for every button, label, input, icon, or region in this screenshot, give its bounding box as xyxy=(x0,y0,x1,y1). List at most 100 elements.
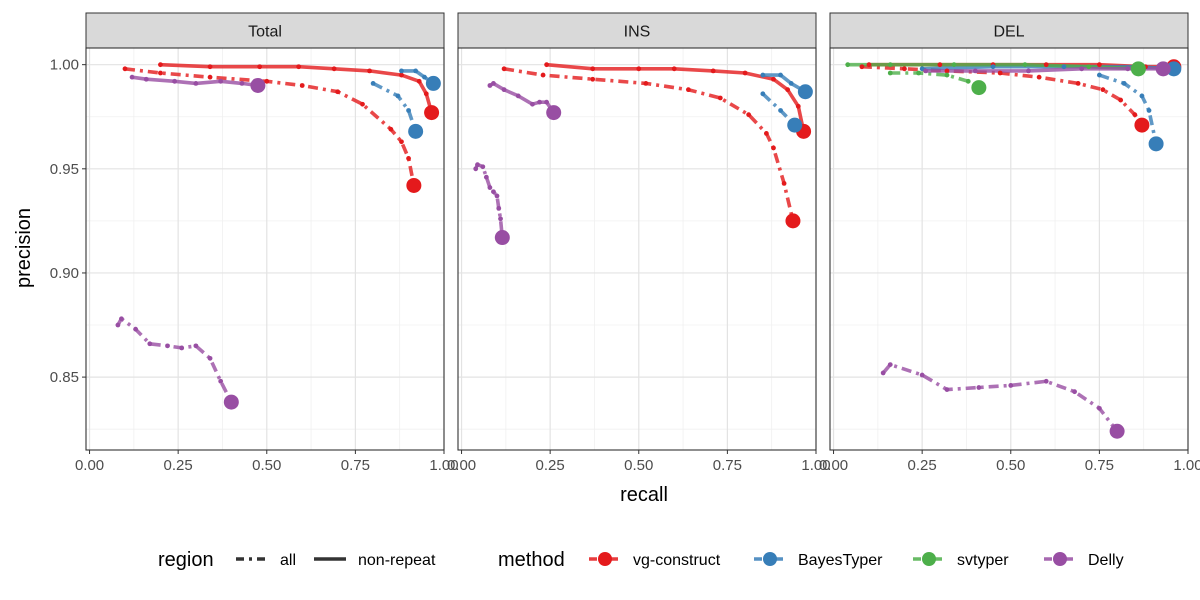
panel-total: Total 0.00 0.25 0.50 0.75 1.00 0.85 0.90 0.95 1.0… xyxy=(50,12,459,474)
series-point xyxy=(487,185,493,190)
series-point xyxy=(781,180,787,186)
series-line-vg-construct-non-repeat xyxy=(160,62,434,114)
series-point xyxy=(413,68,419,74)
panel-strip xyxy=(829,12,1189,49)
series-point xyxy=(771,145,776,151)
panel-title: INS xyxy=(624,24,651,41)
series-point xyxy=(1043,62,1049,68)
legend-label-method: svtyper xyxy=(957,552,1009,569)
y-tick-label: 1.00 xyxy=(50,57,79,74)
series-point xyxy=(370,81,376,86)
series-point xyxy=(636,66,642,72)
series-point xyxy=(937,62,943,68)
series-point xyxy=(788,81,794,86)
x-tick-label: 0.50 xyxy=(252,457,281,474)
series-point xyxy=(1026,68,1031,74)
series-line-Delly-all xyxy=(474,162,505,238)
series-point xyxy=(501,87,507,93)
series-point xyxy=(771,76,776,82)
legend-key-point xyxy=(763,552,777,566)
legend-key-point xyxy=(598,552,612,566)
series-point xyxy=(423,91,429,97)
y-axis-title: precision xyxy=(13,208,35,288)
series-point xyxy=(496,205,502,211)
series-endpoint xyxy=(424,105,440,121)
series-point xyxy=(685,87,691,93)
panel-border xyxy=(829,47,1189,451)
series-point xyxy=(717,95,723,101)
y-tick-label: 0.90 xyxy=(50,265,79,282)
series-endpoint xyxy=(1148,136,1164,152)
series-point xyxy=(399,68,404,74)
series-point xyxy=(422,74,427,80)
series-point xyxy=(944,72,950,78)
series-point xyxy=(544,62,550,68)
panel-del: DEL 0.00 0.25 0.50 0.75 1.00 xyxy=(819,12,1200,474)
series-point xyxy=(1139,93,1145,99)
series-point xyxy=(264,78,270,84)
x-tick-label: 0.00 xyxy=(447,457,476,474)
series-point xyxy=(976,385,982,390)
series-point xyxy=(299,83,305,88)
series-point xyxy=(147,341,153,347)
x-tick-label: 0.25 xyxy=(164,457,193,474)
legend-label-region: non-repeat xyxy=(358,552,436,569)
series-point xyxy=(902,66,907,72)
series-point xyxy=(257,64,263,70)
series-point xyxy=(515,93,521,99)
series-point xyxy=(1132,112,1138,118)
series-endpoint xyxy=(1166,61,1182,77)
series-point xyxy=(296,64,302,70)
series-point xyxy=(207,64,213,70)
series-point xyxy=(1100,87,1106,93)
series-endpoint xyxy=(425,75,441,91)
series-point xyxy=(1146,108,1152,113)
panel-title: DEL xyxy=(993,24,1024,41)
legend: region all non-repeat method vg-construct Bay… xyxy=(158,549,1124,571)
series-endpoint xyxy=(408,123,424,139)
series-point xyxy=(590,76,596,82)
series-point xyxy=(218,378,224,384)
series-point xyxy=(887,362,893,368)
series-point xyxy=(165,343,170,349)
series-point xyxy=(990,64,996,70)
series-point xyxy=(710,68,716,74)
series-endpoint xyxy=(406,177,422,193)
series-point xyxy=(785,87,791,93)
series-point xyxy=(388,126,394,132)
series-point xyxy=(1096,405,1102,411)
series-point xyxy=(193,343,199,349)
series-point xyxy=(944,387,950,392)
series-point xyxy=(193,81,199,86)
series-point xyxy=(1008,383,1014,388)
series-point xyxy=(399,72,404,78)
series-point xyxy=(416,78,422,84)
series-point xyxy=(590,66,596,72)
series-point xyxy=(919,66,925,72)
x-tick-label: 0.50 xyxy=(996,457,1025,474)
series-point xyxy=(1121,81,1127,86)
series-endpoint xyxy=(250,77,266,93)
legend-key-point xyxy=(1053,552,1067,566)
series-point xyxy=(1072,389,1077,395)
legend-label-method: Delly xyxy=(1088,552,1124,569)
series-point xyxy=(1075,81,1081,86)
series-point xyxy=(491,189,496,195)
x-tick-label: 1.00 xyxy=(801,457,830,474)
x-tick-label: 0.00 xyxy=(75,457,104,474)
series-point xyxy=(473,166,479,172)
series-point xyxy=(742,70,748,76)
series-point xyxy=(179,345,185,351)
series-point xyxy=(671,66,677,72)
series-point xyxy=(887,62,893,68)
panel-strip xyxy=(457,12,817,49)
series-endpoint xyxy=(1155,61,1171,77)
series-endpoint xyxy=(787,117,803,133)
series-point xyxy=(760,72,766,78)
series-point xyxy=(965,78,971,84)
legend-label-region: all xyxy=(280,552,296,569)
series-endpoint xyxy=(494,230,510,246)
series-endpoint xyxy=(1109,423,1125,439)
series-endpoint xyxy=(223,394,239,410)
